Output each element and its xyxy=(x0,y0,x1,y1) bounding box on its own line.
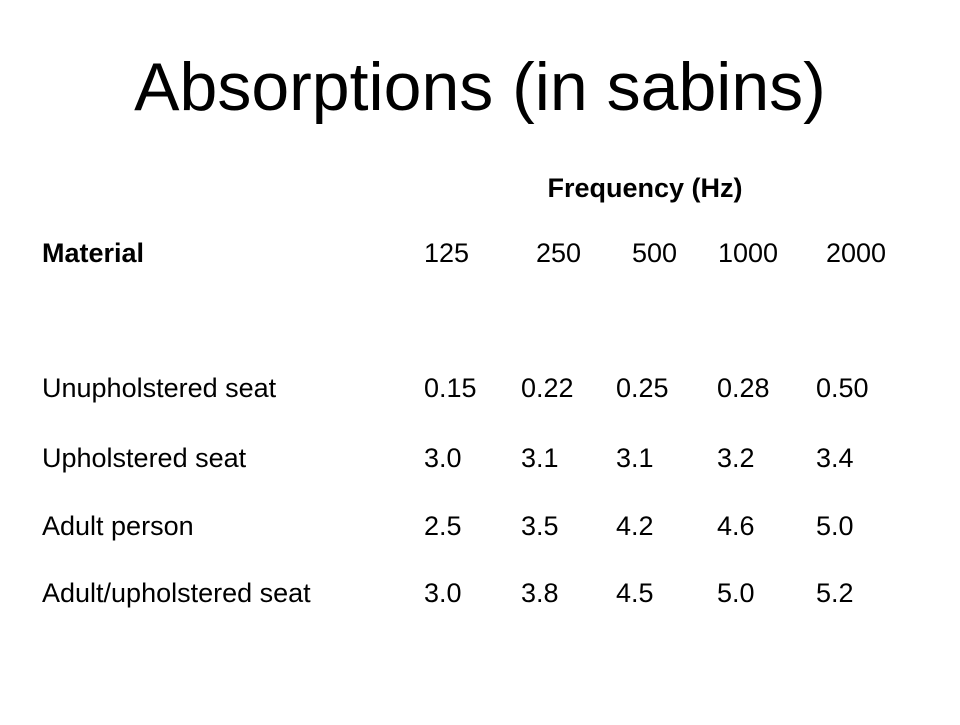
table-cell: 3.8 xyxy=(521,578,559,608)
table-cell: 0.50 xyxy=(816,373,869,403)
table-cell: 4.6 xyxy=(717,511,755,541)
table-cell: 3.1 xyxy=(616,443,654,473)
table-cell: 5.0 xyxy=(717,578,755,608)
header-cell: 500 xyxy=(632,238,677,268)
table-cell: 0.15 xyxy=(424,373,477,403)
table-cell: 0.25 xyxy=(616,373,669,403)
header-cell: 2000 xyxy=(826,238,886,268)
header-cell: 250 xyxy=(536,238,581,268)
table-cell: 4.2 xyxy=(616,511,654,541)
header-cell: Material xyxy=(42,238,144,268)
table-cell: 5.0 xyxy=(816,511,854,541)
table-cell: 4.5 xyxy=(616,578,654,608)
table-cell: 3.5 xyxy=(521,511,559,541)
group-header: Frequency (Hz) xyxy=(547,173,742,203)
slide-title: Absorptions (in sabins) xyxy=(134,49,826,125)
table-cell: 3.4 xyxy=(816,443,854,473)
header-cell: 125 xyxy=(424,238,469,268)
table-cell: 3.0 xyxy=(424,443,462,473)
table-cell: 3.2 xyxy=(717,443,755,473)
table-cell: 3.1 xyxy=(521,443,559,473)
row-label: Unupholstered seat xyxy=(42,373,277,403)
table-cell: 5.2 xyxy=(816,578,854,608)
header-cell: 1000 xyxy=(718,238,778,268)
table-cell: 0.28 xyxy=(717,373,770,403)
row-label: Upholstered seat xyxy=(42,443,247,473)
row-label: Adult/upholstered seat xyxy=(42,578,311,608)
table-cell: 2.5 xyxy=(424,511,462,541)
table-cell: 3.0 xyxy=(424,578,462,608)
row-label: Adult person xyxy=(42,511,194,541)
table-cell: 0.22 xyxy=(521,373,574,403)
